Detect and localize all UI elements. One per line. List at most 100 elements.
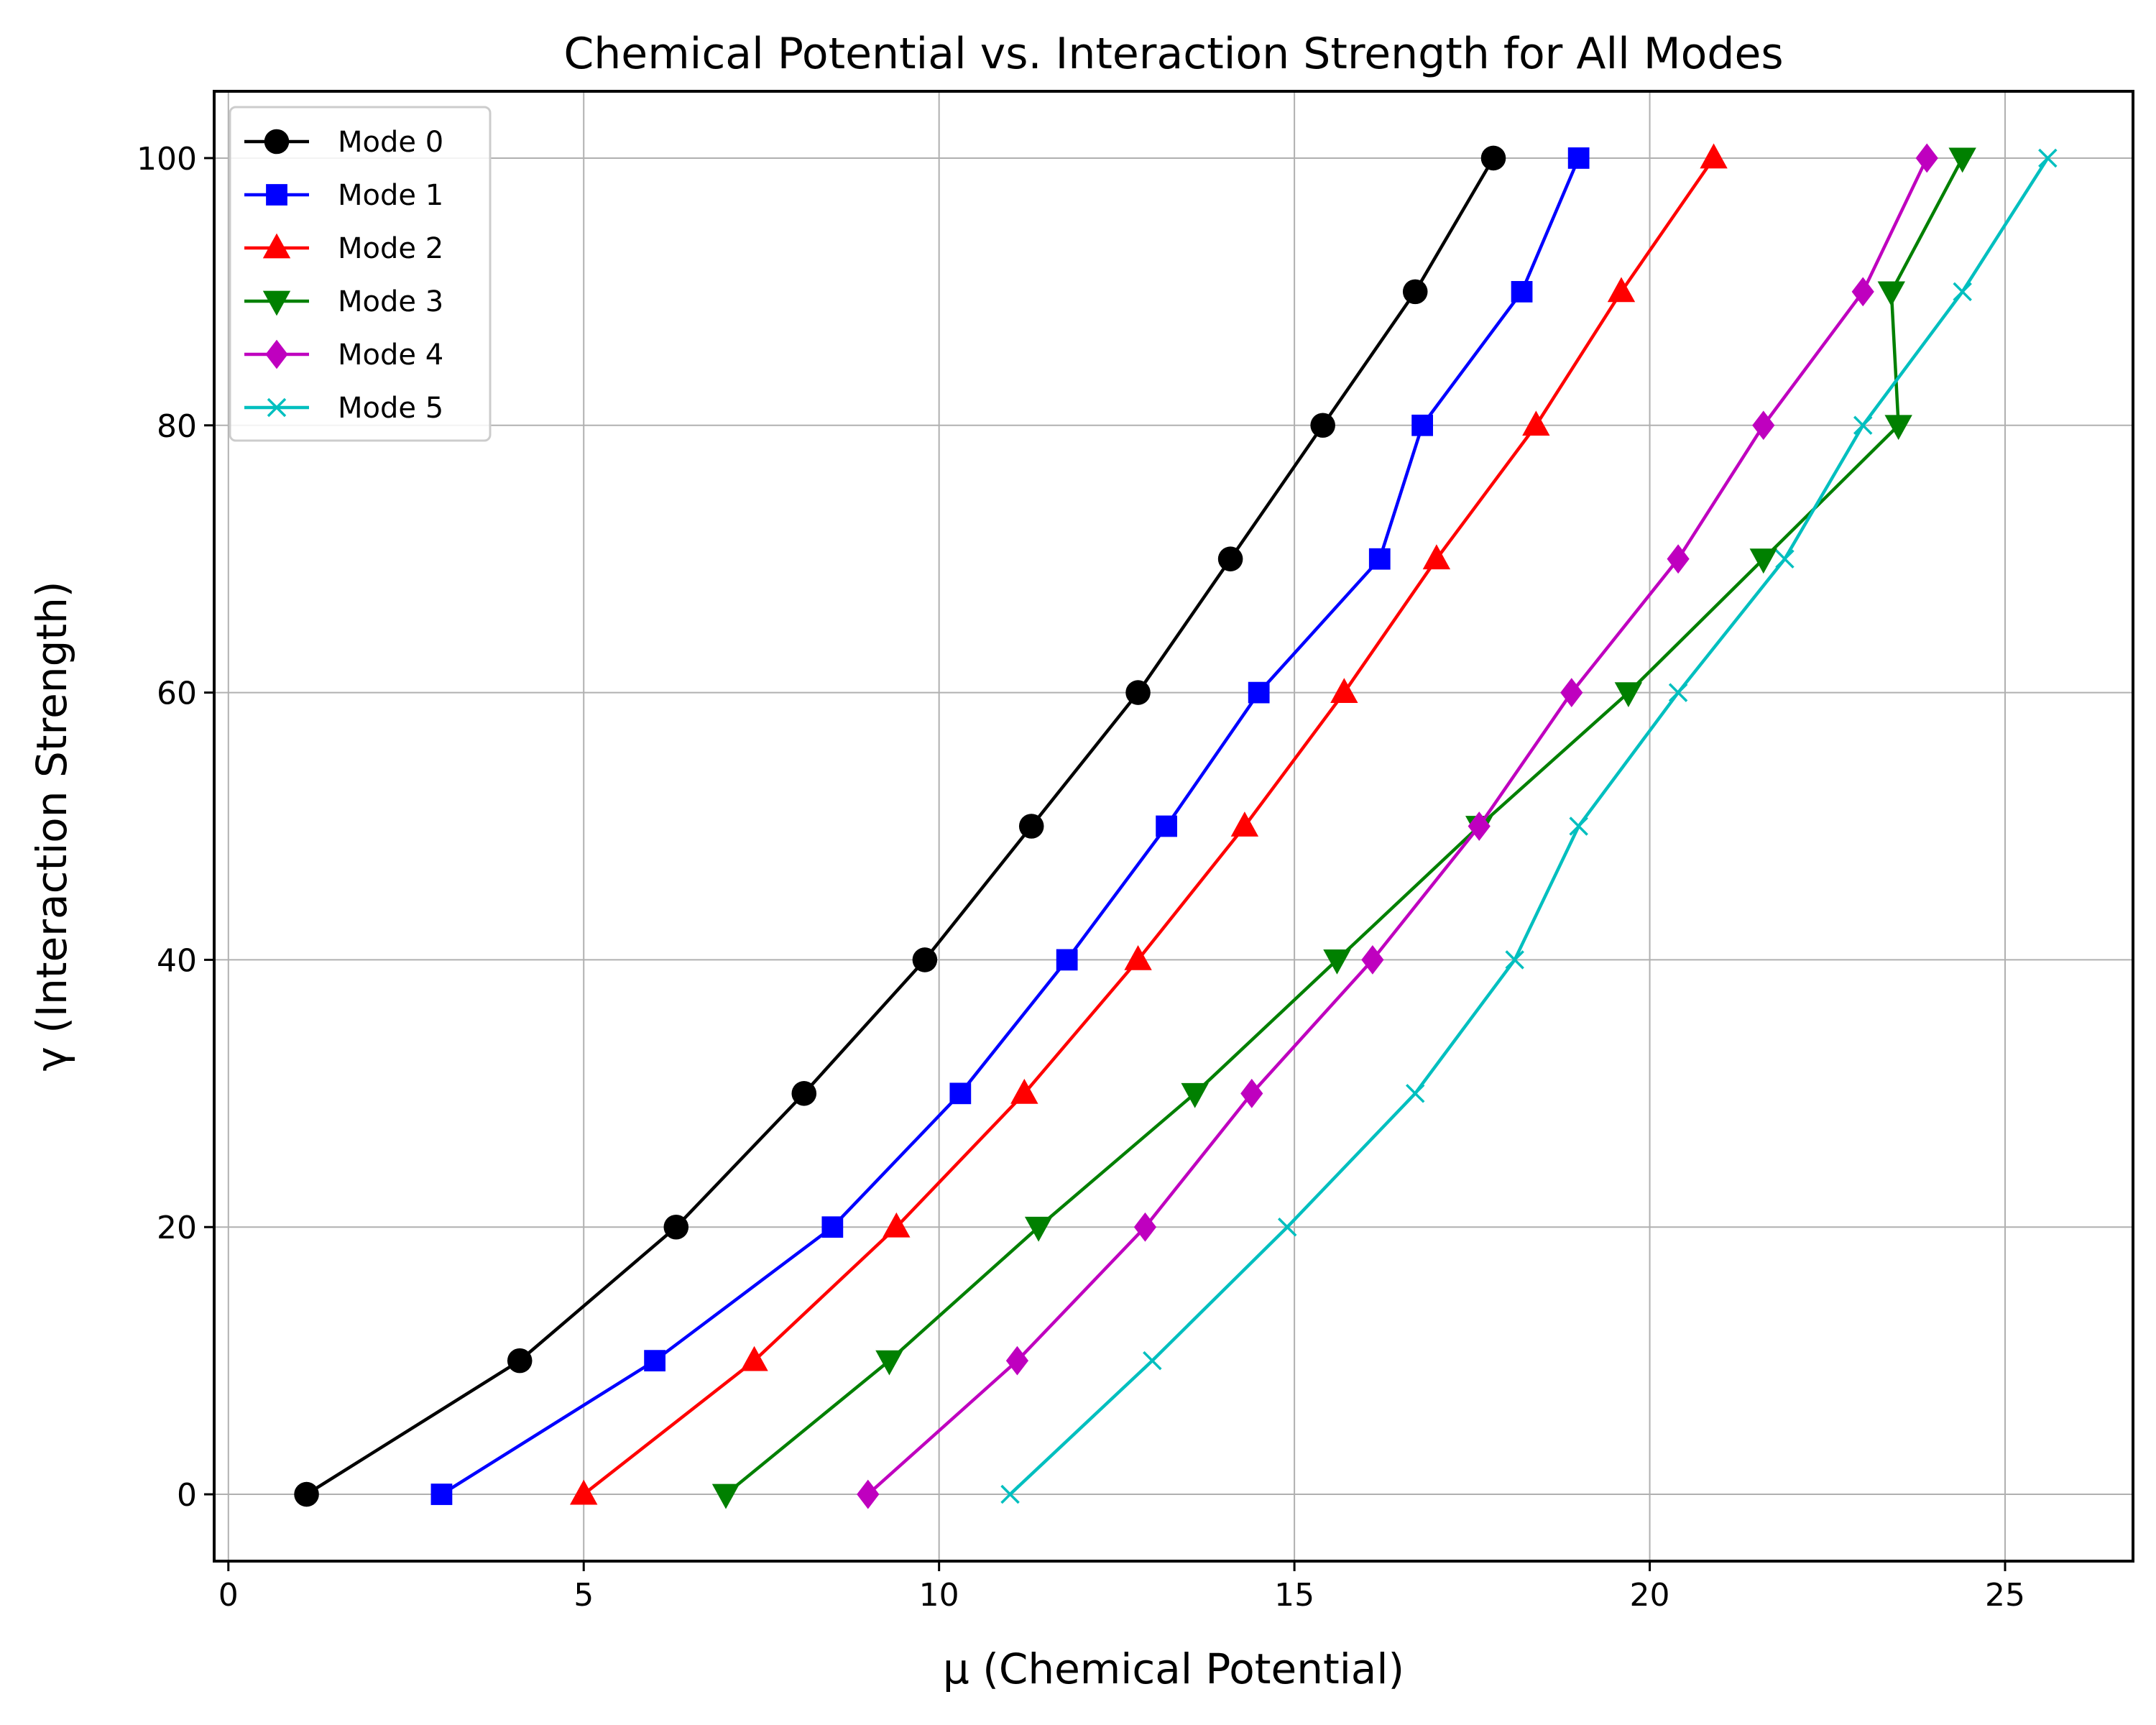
data-point	[1607, 277, 1636, 303]
legend-marker	[267, 397, 287, 418]
data-point	[570, 1479, 598, 1505]
legend-label: Mode 5	[338, 392, 443, 425]
data-point	[644, 1350, 665, 1372]
data-point	[857, 1479, 880, 1509]
legend-marker	[265, 339, 288, 369]
data-point	[1010, 1078, 1038, 1104]
data-point	[1230, 811, 1259, 837]
y-tick-label: 40	[157, 942, 197, 979]
legend-marker	[266, 184, 287, 206]
legend-item: Mode 3	[244, 285, 443, 318]
data-point	[1667, 544, 1690, 574]
data-point	[1511, 280, 1533, 303]
data-point	[1884, 415, 1912, 441]
data-point	[1775, 549, 1795, 569]
data-point	[430, 1484, 453, 1505]
data-point	[1668, 683, 1688, 702]
data-point	[1005, 1346, 1029, 1376]
grid	[214, 91, 2133, 1561]
legend-label: Mode 1	[338, 179, 443, 212]
data-point	[1240, 1078, 1263, 1108]
y-tick-label: 20	[157, 1210, 197, 1246]
legend-item: Mode 4	[244, 339, 443, 372]
data-point	[740, 1346, 768, 1371]
y-tick-label: 60	[157, 676, 197, 712]
data-point	[1953, 282, 1972, 302]
data-point	[1402, 279, 1428, 305]
legend-marker	[264, 129, 290, 155]
x-tick-label: 0	[218, 1577, 239, 1614]
legend-box	[229, 106, 492, 442]
legend-label: Mode 3	[338, 285, 443, 318]
data-point	[507, 1348, 533, 1374]
data-point	[1567, 147, 1590, 169]
data-point	[875, 1350, 903, 1376]
series-5	[1000, 148, 2058, 1504]
data-point	[1405, 1084, 1425, 1103]
legend-item: Mode 2	[244, 232, 443, 265]
x-axis-label: μ (Chemical Potential)	[943, 1644, 1404, 1693]
data-point	[1614, 682, 1643, 707]
data-point	[1143, 1351, 1162, 1371]
legend: Mode 0 Mode 1 Mode 2 Mode 3 Mode 4 Mode 5	[229, 106, 492, 442]
series-1	[430, 147, 1590, 1505]
data-point	[1330, 678, 1358, 703]
data-point	[1877, 281, 1905, 307]
data-point	[1522, 410, 1550, 436]
data-point	[294, 1481, 319, 1507]
data-point	[1125, 680, 1151, 705]
data-point	[1749, 548, 1777, 574]
series-4	[857, 143, 1938, 1509]
data-point	[1323, 949, 1351, 975]
data-point	[1124, 945, 1152, 970]
x-tick-label: 25	[1985, 1577, 2025, 1614]
series-2	[570, 143, 1728, 1505]
data-point	[1056, 949, 1078, 971]
x-tick-label: 15	[1274, 1577, 1314, 1614]
data-point	[1948, 147, 1976, 173]
data-point	[1368, 548, 1391, 570]
data-point	[1248, 681, 1270, 704]
data-point	[2038, 148, 2058, 168]
y-tick-label: 80	[157, 408, 197, 445]
data-point	[1310, 413, 1335, 438]
plot-frame	[213, 90, 2134, 1563]
data-point	[711, 1484, 740, 1509]
data-point	[1133, 1212, 1157, 1242]
legend-marker	[262, 233, 291, 259]
data-point	[1752, 410, 1775, 441]
data-point	[1361, 945, 1384, 975]
legend-marker	[262, 290, 291, 316]
legend-item: Mode 0	[244, 126, 443, 159]
data-point	[1851, 277, 1874, 307]
data-point	[1156, 815, 1177, 837]
data-point	[1480, 145, 1506, 171]
data-point	[949, 1082, 972, 1105]
data-point	[821, 1216, 844, 1238]
y-tick-label: 0	[177, 1477, 197, 1514]
data-point	[663, 1214, 689, 1240]
data-point	[1411, 414, 1433, 436]
legend-label: Mode 4	[338, 339, 443, 372]
data-point	[912, 947, 938, 972]
data-point	[1915, 143, 1938, 173]
data-point	[1000, 1484, 1020, 1504]
data-point	[1560, 678, 1583, 707]
data-point	[883, 1212, 911, 1238]
data-point	[1468, 811, 1491, 841]
data-point	[1569, 816, 1588, 836]
legend-label: Mode 0	[338, 126, 443, 159]
x-tick-label: 5	[573, 1577, 594, 1614]
data-point	[1217, 546, 1243, 571]
plot-series	[294, 143, 2058, 1509]
chart-title: Chemical Potential vs. Interaction Stren…	[563, 29, 1783, 79]
data-point	[1422, 544, 1451, 570]
y-tick-label: 100	[137, 141, 197, 178]
data-point	[1277, 1217, 1297, 1237]
legend-item: Mode 1	[244, 179, 443, 212]
y-axis-label: γ (Interaction Strength)	[27, 581, 76, 1071]
data-point	[1853, 415, 1873, 436]
data-point	[1181, 1082, 1209, 1108]
data-point	[1505, 950, 1524, 970]
